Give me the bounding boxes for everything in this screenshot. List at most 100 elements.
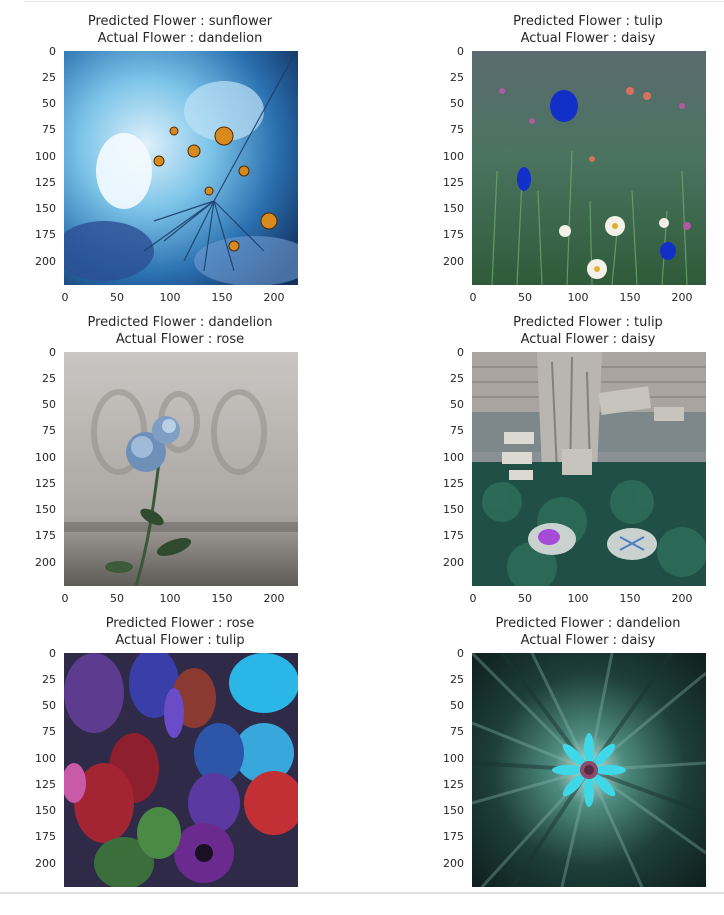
y-tick-label: 0 [49, 647, 56, 660]
y-tick-label: 50 [42, 97, 56, 110]
notebook-cell-border [24, 1, 724, 2]
flower-image [64, 51, 298, 285]
y-tick-label: 200 [35, 857, 56, 870]
y-tick-label: 0 [49, 346, 56, 359]
y-tick-label: 175 [443, 830, 464, 843]
x-tick-label: 150 [619, 291, 641, 304]
actual-label: Actual Flower : daisy [520, 633, 656, 648]
y-tick-label: 50 [450, 398, 464, 411]
actual-label: Actual Flower : tulip [115, 633, 245, 648]
x-tick-label: 0 [61, 291, 69, 304]
y-tick-label: 25 [450, 372, 464, 385]
prediction-title: Predicted Flower : rose Actual Flower : … [50, 615, 310, 649]
x-tick-label: 50 [518, 592, 532, 605]
prediction-panel: Predicted Flower : dandelion Actual Flow… [35, 314, 350, 614]
y-tick-label: 25 [450, 71, 464, 84]
prediction-title: Predicted Flower : tulip Actual Flower :… [458, 314, 718, 348]
x-tick-label: 150 [211, 592, 233, 605]
notebook-cell-border [0, 892, 724, 894]
y-tick-label: 50 [42, 699, 56, 712]
x-tick-label: 50 [518, 291, 532, 304]
x-tick-label: 100 [159, 592, 181, 605]
y-tick-label: 25 [450, 673, 464, 686]
predicted-label: Predicted Flower : tulip [513, 14, 663, 29]
x-tick-label: 0 [61, 592, 69, 605]
y-tick-label: 100 [35, 752, 56, 765]
y-tick-label: 75 [450, 123, 464, 136]
y-tick-label: 200 [443, 255, 464, 268]
y-tick-label: 25 [42, 372, 56, 385]
flower-image [64, 352, 298, 586]
y-tick-label: 125 [443, 778, 464, 791]
x-tick-label: 200 [671, 291, 693, 304]
prediction-panel: Predicted Flower : sunflower Actual Flow… [35, 13, 350, 313]
y-tick-label: 150 [35, 804, 56, 817]
prediction-title: Predicted Flower : dandelion Actual Flow… [458, 615, 718, 649]
y-tick-label: 25 [42, 71, 56, 84]
x-tick-label: 200 [671, 592, 693, 605]
y-tick-label: 100 [35, 451, 56, 464]
prediction-title: Predicted Flower : sunflower Actual Flow… [50, 13, 310, 47]
y-tick-label: 100 [443, 150, 464, 163]
y-tick-label: 175 [443, 529, 464, 542]
y-tick-label: 75 [42, 123, 56, 136]
x-tick-label: 150 [211, 291, 233, 304]
y-tick-label: 100 [443, 752, 464, 765]
prediction-panel: Predicted Flower : tulip Actual Flower :… [443, 13, 724, 313]
y-tick-label: 50 [450, 97, 464, 110]
flower-image [472, 51, 706, 285]
x-tick-label: 100 [567, 592, 589, 605]
flower-image [472, 653, 706, 887]
predicted-label: Predicted Flower : sunflower [87, 14, 273, 29]
x-tick-label: 200 [263, 291, 285, 304]
y-tick-label: 100 [443, 451, 464, 464]
y-tick-label: 125 [35, 778, 56, 791]
predicted-label: Predicted Flower : dandelion [495, 616, 681, 631]
x-tick-label: 100 [567, 291, 589, 304]
prediction-title: Predicted Flower : dandelion Actual Flow… [50, 314, 310, 348]
y-tick-label: 0 [49, 45, 56, 58]
y-tick-label: 150 [443, 804, 464, 817]
y-tick-label: 200 [443, 556, 464, 569]
y-tick-label: 200 [443, 857, 464, 870]
y-tick-label: 175 [35, 529, 56, 542]
y-tick-label: 25 [42, 673, 56, 686]
x-tick-label: 0 [469, 592, 477, 605]
predicted-label: Predicted Flower : dandelion [87, 315, 273, 330]
x-tick-label: 100 [159, 291, 181, 304]
y-tick-label: 150 [443, 202, 464, 215]
y-tick-label: 150 [443, 503, 464, 516]
x-tick-label: 150 [619, 592, 641, 605]
flower-image [64, 653, 298, 887]
y-tick-label: 0 [457, 45, 464, 58]
y-tick-label: 75 [450, 424, 464, 437]
x-tick-label: 200 [263, 592, 285, 605]
y-tick-label: 125 [443, 477, 464, 490]
y-tick-label: 75 [42, 725, 56, 738]
y-tick-label: 100 [35, 150, 56, 163]
y-tick-label: 175 [443, 228, 464, 241]
y-tick-label: 125 [35, 477, 56, 490]
x-tick-label: 50 [110, 592, 124, 605]
x-tick-label: 50 [110, 291, 124, 304]
y-tick-label: 125 [443, 176, 464, 189]
actual-label: Actual Flower : daisy [520, 31, 656, 46]
y-tick-label: 175 [35, 830, 56, 843]
predicted-label: Predicted Flower : tulip [513, 315, 663, 330]
actual-label: Actual Flower : dandelion [97, 31, 263, 46]
y-tick-label: 150 [35, 202, 56, 215]
y-tick-label: 75 [42, 424, 56, 437]
actual-label: Actual Flower : daisy [520, 332, 656, 347]
y-tick-label: 150 [35, 503, 56, 516]
y-tick-label: 75 [450, 725, 464, 738]
prediction-panel: Predicted Flower : dandelion Actual Flow… [443, 615, 724, 915]
y-tick-label: 0 [457, 346, 464, 359]
y-tick-label: 125 [35, 176, 56, 189]
y-tick-label: 50 [450, 699, 464, 712]
actual-label: Actual Flower : rose [115, 332, 245, 347]
prediction-panel: Predicted Flower : tulip Actual Flower :… [443, 314, 724, 614]
y-tick-label: 175 [35, 228, 56, 241]
flower-image [472, 352, 706, 586]
y-tick-label: 200 [35, 255, 56, 268]
x-tick-label: 0 [469, 291, 477, 304]
